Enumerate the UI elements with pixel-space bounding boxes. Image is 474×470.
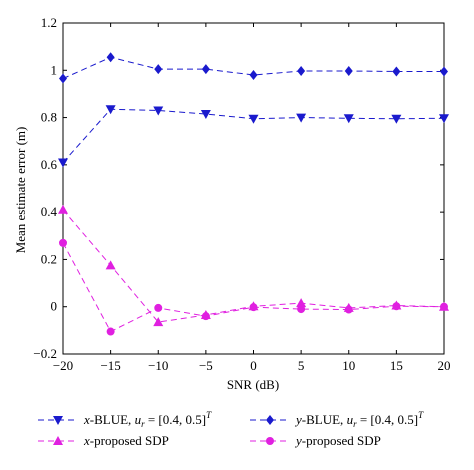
y-tick-label: 0.6 xyxy=(41,157,58,172)
data-point xyxy=(105,260,116,270)
data-point xyxy=(248,114,259,124)
y-tick-label: 1.2 xyxy=(41,15,57,30)
data-point xyxy=(201,312,210,321)
data-point xyxy=(59,238,67,247)
data-point xyxy=(439,114,449,124)
data-point xyxy=(392,302,401,311)
data-point xyxy=(392,66,401,77)
data-point xyxy=(106,327,115,336)
y-tick-label: 0 xyxy=(51,299,58,314)
x-tick-label: −5 xyxy=(199,358,213,373)
x-tick-label: 20 xyxy=(438,358,451,373)
x-tick-label: 5 xyxy=(298,358,305,373)
x-tick-label: 15 xyxy=(390,358,403,373)
data-point xyxy=(106,52,115,63)
x-tick-label: −10 xyxy=(148,358,168,373)
y-tick-label: 0.8 xyxy=(41,110,57,125)
data-point xyxy=(105,105,116,115)
legend-marker xyxy=(53,416,63,425)
data-point xyxy=(201,64,210,75)
legend-label: y-proposed SDP xyxy=(294,433,381,448)
data-point xyxy=(296,298,307,308)
y-axis-label: Mean estimate error (m) xyxy=(13,127,28,254)
data-point xyxy=(153,106,164,116)
data-point xyxy=(440,66,448,77)
data-point xyxy=(249,70,258,81)
data-point xyxy=(297,65,306,76)
y-tick-label: 0.2 xyxy=(41,251,57,266)
y-tick-label: 0.4 xyxy=(41,204,58,219)
x-tick-label: −15 xyxy=(100,358,120,373)
data-point xyxy=(296,113,307,123)
data-point xyxy=(200,110,211,120)
data-point xyxy=(58,158,68,168)
data-point xyxy=(440,302,448,311)
data-point xyxy=(154,64,163,75)
data-point xyxy=(154,303,163,312)
data-point xyxy=(249,303,258,312)
data-point xyxy=(344,305,353,314)
y-tick-label: 1 xyxy=(51,62,58,77)
x-axis-label: SNR (dB) xyxy=(227,377,279,392)
legend-label: x-BLUE, ur = [0.4, 0.5]T xyxy=(83,410,212,429)
x-tick-label: 0 xyxy=(250,358,257,373)
legend-marker xyxy=(266,415,274,425)
data-point xyxy=(344,65,353,76)
data-point xyxy=(153,317,164,327)
data-point xyxy=(58,204,68,214)
data-point xyxy=(343,114,354,124)
legend: x-BLUE, ur = [0.4, 0.5]T y-BLUE, ur = [0.… xyxy=(38,410,424,448)
y-tick-label: −0.2 xyxy=(33,346,57,361)
legend-marker xyxy=(266,437,274,445)
series-line-4 xyxy=(62,242,445,333)
data-point xyxy=(391,114,402,124)
legend-label: y-BLUE, ur = [0.4, 0.5]T xyxy=(294,410,424,429)
x-tick-label: 10 xyxy=(342,358,355,373)
legend-label: x-proposed SDP xyxy=(83,433,169,448)
data-point xyxy=(59,73,67,84)
data-point xyxy=(297,305,306,314)
x-tick-label: −20 xyxy=(53,358,73,373)
series-line-2 xyxy=(62,56,444,80)
legend-marker xyxy=(53,436,63,445)
